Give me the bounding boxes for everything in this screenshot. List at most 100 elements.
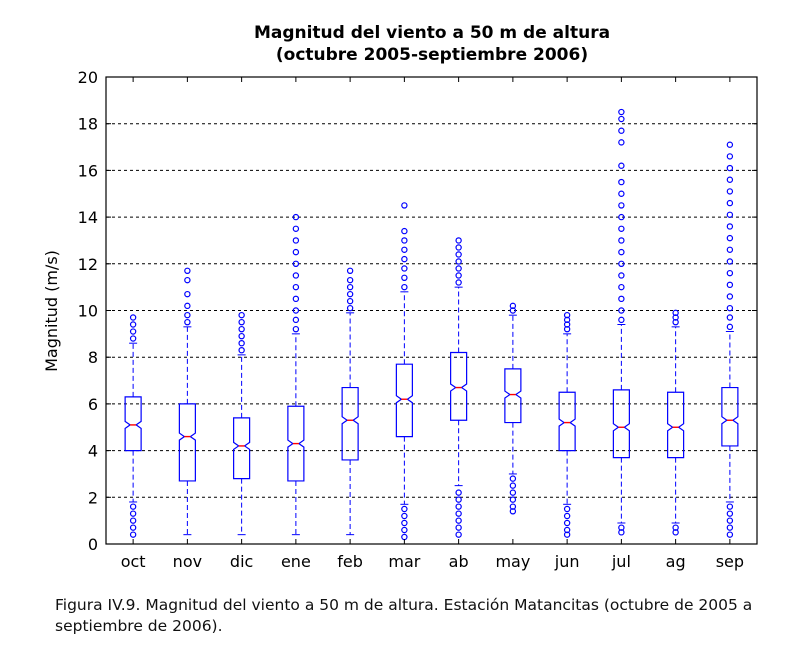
y-tick-label: 16 <box>78 161 98 180</box>
outlier-point <box>401 237 408 244</box>
outlier-point <box>455 489 462 496</box>
outlier-point <box>726 246 734 253</box>
outlier-point <box>726 314 734 321</box>
outlier-point <box>726 304 734 312</box>
outlier-point <box>401 227 408 235</box>
x-tick-label: jul <box>611 552 631 571</box>
notched-box <box>558 391 576 452</box>
outlier-point <box>726 223 734 230</box>
x-tick-label: oct <box>121 552 146 571</box>
outlier-point <box>672 529 679 536</box>
notched-box <box>233 417 251 480</box>
figure-caption: Figura IV.9. Magnitud del viento a 50 m … <box>55 596 753 635</box>
outlier-point <box>455 237 462 244</box>
x-tick-label: jun <box>554 552 580 571</box>
outlier-point <box>238 346 245 354</box>
outlier-point <box>238 332 245 340</box>
outlier-point <box>726 269 734 277</box>
outlier-point <box>726 503 734 510</box>
outlier-point <box>184 318 191 326</box>
outlier-point <box>726 524 734 531</box>
outlier-point <box>726 531 734 538</box>
notched-box <box>395 363 413 438</box>
outlier-point <box>726 188 734 195</box>
outlier-point <box>618 248 625 256</box>
outlier-point <box>292 225 300 232</box>
box-oct <box>124 314 142 538</box>
outlier-point <box>129 503 137 510</box>
outlier-point <box>401 246 408 253</box>
outlier-point <box>346 304 354 312</box>
outlier-point <box>346 297 354 305</box>
outlier-point <box>292 237 300 244</box>
outlier-point <box>401 505 408 513</box>
chart-title-line1: Magnitud del viento a 50 m de altura <box>254 23 610 43</box>
outlier-point <box>618 307 625 314</box>
x-tick-label: feb <box>337 552 363 571</box>
outlier-point <box>292 325 300 333</box>
outlier-point <box>618 213 625 221</box>
outlier-point <box>563 531 571 538</box>
outlier-point <box>726 234 734 242</box>
y-ticks: 0 2 4 6 8 10 12 14 16 18 20 <box>78 68 757 554</box>
outlier-point <box>238 339 245 347</box>
y-tick-label: 12 <box>78 255 98 274</box>
outlier-point <box>129 524 137 531</box>
outlier-point <box>292 316 300 324</box>
outlier-point <box>238 325 245 333</box>
outlier-point <box>346 267 354 275</box>
outlier-point <box>726 199 734 207</box>
notched-box <box>124 396 142 452</box>
boxes <box>124 108 739 541</box>
box-nov <box>178 267 196 536</box>
y-tick-label: 10 <box>78 302 98 321</box>
outlier-point <box>292 260 300 267</box>
outlier-point <box>618 127 625 134</box>
outlier-point <box>618 190 625 197</box>
boxplot-chart: Magnitud del viento a 50 m de altura (oc… <box>42 23 758 571</box>
outlier-point <box>726 141 734 148</box>
notched-box <box>667 391 685 459</box>
outlier-point <box>401 274 408 282</box>
outlier-point <box>726 323 734 331</box>
outlier-point <box>238 311 245 319</box>
outlier-point <box>129 510 137 517</box>
y-axis-label: Magnitud (m/s) <box>42 250 61 372</box>
outlier-point <box>455 531 462 538</box>
x-tick-label: dic <box>230 552 253 571</box>
outlier-point <box>346 276 354 284</box>
outlier-point <box>618 162 625 169</box>
outlier-point <box>455 510 462 517</box>
y-tick-label: 14 <box>78 208 98 227</box>
outlier-point <box>509 482 517 489</box>
outlier-point <box>129 321 137 328</box>
outlier-point <box>563 505 571 513</box>
x-tick-label: ab <box>449 552 469 571</box>
outlier-point <box>726 293 734 300</box>
outlier-point <box>455 265 462 272</box>
outlier-point <box>563 311 571 319</box>
outlier-point <box>618 529 625 536</box>
y-tick-label: 4 <box>88 442 98 461</box>
plot-area-frame <box>105 76 758 545</box>
outlier-point <box>401 265 408 272</box>
outlier-point <box>455 272 462 279</box>
outlier-point <box>509 508 517 515</box>
outlier-point <box>563 519 571 527</box>
outlier-point <box>726 176 734 183</box>
outlier-point <box>455 244 462 251</box>
outlier-point <box>129 328 137 335</box>
outlier-point <box>238 318 245 326</box>
outlier-point <box>455 258 462 265</box>
outlier-point <box>726 153 734 160</box>
grid-lines <box>106 123 757 498</box>
outlier-point <box>129 335 137 342</box>
outlier-point <box>618 139 625 146</box>
y-tick-label: 2 <box>88 488 98 507</box>
notched-box <box>341 386 359 461</box>
outlier-point <box>618 316 625 324</box>
x-tick-label: nov <box>173 552 202 571</box>
outlier-point <box>346 283 354 291</box>
notched-box <box>287 405 305 482</box>
outlier-point <box>618 178 625 186</box>
